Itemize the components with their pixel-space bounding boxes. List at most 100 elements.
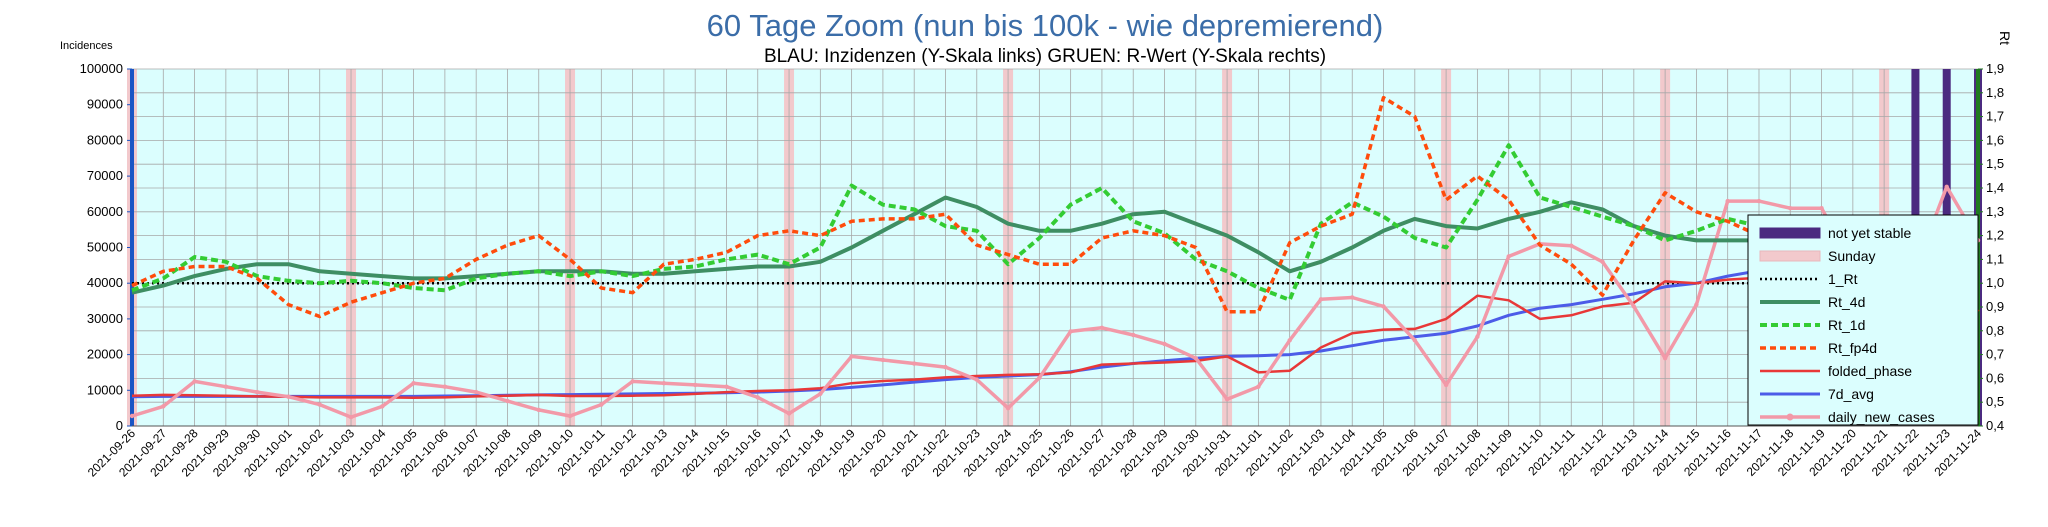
y-tick-label-right: 0,9 (1986, 299, 2004, 314)
legend-label: 1_Rt (1828, 271, 1858, 287)
y-tick-label-right: 0,7 (1986, 347, 2004, 362)
data-point-daily-new-cases (192, 379, 197, 384)
data-point-daily-new-cases (912, 361, 917, 366)
data-point-daily-new-cases (505, 398, 510, 404)
y-tick-label-left: 30000 (87, 311, 123, 326)
series-line-daily-new-cases (131, 185, 1980, 419)
y-tick-label-left: 0 (116, 418, 123, 433)
data-point-daily-new-cases (317, 402, 322, 407)
data-point-daily-new-cases (1569, 243, 1574, 248)
y-tick-label-left: 10000 (87, 382, 123, 397)
data-point-daily-new-cases (348, 414, 354, 420)
y-tick-label-right: 1,0 (1986, 275, 2004, 290)
data-point-daily-new-cases (1631, 304, 1637, 309)
data-point-daily-new-cases (129, 413, 135, 419)
data-point-daily-new-cases (1725, 198, 1730, 204)
data-point-daily-new-cases (1162, 341, 1167, 347)
data-point-daily-new-cases (473, 389, 479, 395)
series-line-rt-1d (131, 143, 1980, 306)
legend-label: Rt_4d (1828, 294, 1865, 310)
legend: not yet stable Sunday 1_Rt Rt_4d Rt_1d Rt_fp4… (1747, 214, 1979, 426)
y-axis-right-label: Rt (1997, 31, 2013, 45)
plot-background (132, 69, 1978, 426)
data-point-daily-new-cases (1819, 206, 1824, 211)
data-point-daily-new-cases (1068, 329, 1073, 334)
plot-area: 0 10000 20000 30000 40000 50000 60000 70000 8000… (80, 61, 2004, 480)
data-point-daily-new-cases (1099, 325, 1105, 331)
data-point-daily-new-cases (223, 384, 229, 389)
y-tick-label-right: 0,5 (1986, 394, 2004, 409)
series-line-rt-fp4d (131, 95, 1980, 319)
legend-swatch (1759, 250, 1821, 262)
data-point-daily-new-cases (1600, 259, 1605, 264)
y-tick-label-left: 60000 (87, 204, 123, 219)
data-point-daily-new-cases (1350, 295, 1355, 300)
y-tick-label-left: 100000 (80, 61, 123, 76)
y-tick-label-right: 1,7 (1986, 109, 2004, 124)
legend-box (1747, 214, 1979, 426)
y-tick-label-left: 50000 (87, 240, 123, 255)
data-point-daily-new-cases (849, 354, 854, 359)
y-tick-label-left: 90000 (87, 97, 123, 112)
data-point-daily-new-cases (1037, 375, 1042, 381)
data-point-daily-new-cases (755, 395, 760, 400)
y-tick-label-right: 1,1 (1986, 251, 2004, 266)
y-tick-label-left: 70000 (87, 168, 123, 183)
data-point-daily-new-cases (1131, 332, 1136, 338)
y-tick-label-right: 0,4 (1986, 418, 2004, 433)
data-point-daily-new-cases (1475, 334, 1480, 339)
data-point-daily-new-cases (1944, 184, 1949, 190)
y-tick-label-right: 1,5 (1986, 156, 2004, 171)
data-point-daily-new-cases (1788, 206, 1793, 211)
data-point-daily-new-cases (536, 407, 541, 413)
data-point-daily-new-cases (1005, 405, 1011, 411)
data-point-daily-new-cases (630, 379, 635, 384)
data-point-daily-new-cases (1412, 338, 1418, 343)
y-tick-label-right: 1,9 (1986, 61, 2004, 76)
y-tick-label-right: 1,6 (1986, 132, 2004, 147)
legend-marker (1786, 413, 1794, 421)
data-point-daily-new-cases (1756, 198, 1762, 204)
data-point-daily-new-cases (442, 384, 448, 389)
legend-label: folded_phase (1828, 363, 1912, 379)
y-tick-label-right: 1,4 (1986, 180, 2004, 195)
series-line-folded-phase (131, 244, 1979, 400)
chart-title: 60 Tage Zoom (nun bis 100k - wie depremi… (707, 8, 1384, 43)
y-tick-label-right: 1,2 (1986, 228, 2004, 243)
legend-label: 7d_avg (1828, 386, 1874, 402)
data-point-daily-new-cases (599, 402, 604, 407)
data-point-daily-new-cases (974, 377, 979, 382)
data-point-daily-new-cases (286, 394, 291, 399)
data-point-daily-new-cases (1443, 382, 1449, 388)
data-point-daily-new-cases (1256, 384, 1261, 389)
legend-label: daily_new_cases (1828, 409, 1935, 425)
data-point-daily-new-cases (692, 382, 698, 388)
data-point-daily-new-cases (567, 413, 573, 419)
legend-label: Sunday (1828, 248, 1875, 264)
data-point-daily-new-cases (724, 384, 729, 389)
chart-subtitle: BLAU: Inzidenzen (Y-Skala links) GRUEN: … (764, 46, 1326, 67)
data-point-daily-new-cases (411, 380, 416, 386)
y-tick-label-right: 1,3 (1986, 204, 2004, 219)
y-tick-label-left: 80000 (87, 132, 123, 147)
legend-label: Rt_1d (1828, 317, 1865, 333)
data-point-daily-new-cases (254, 389, 260, 395)
data-point-daily-new-cases (1224, 397, 1230, 402)
y-tick-label-right: 1,8 (1986, 85, 2004, 100)
y-tick-label-right: 0,8 (1986, 323, 2004, 338)
legend-swatch (1759, 227, 1821, 239)
data-point-daily-new-cases (1318, 297, 1324, 302)
data-point-daily-new-cases (1193, 355, 1198, 361)
y-tick-label-left: 40000 (87, 275, 123, 290)
data-point-daily-new-cases (1287, 338, 1292, 343)
data-point-daily-new-cases (161, 404, 166, 409)
data-point-daily-new-cases (786, 411, 792, 416)
y-tick-label-right: 0,6 (1986, 370, 2004, 385)
legend-label: not yet stable (1828, 225, 1911, 241)
data-point-daily-new-cases (661, 380, 667, 386)
data-point-daily-new-cases (1506, 254, 1511, 259)
y-axis-left-label: Incidences (60, 40, 113, 52)
data-point-daily-new-cases (818, 391, 823, 397)
y-tick-label-left: 20000 (87, 347, 123, 362)
